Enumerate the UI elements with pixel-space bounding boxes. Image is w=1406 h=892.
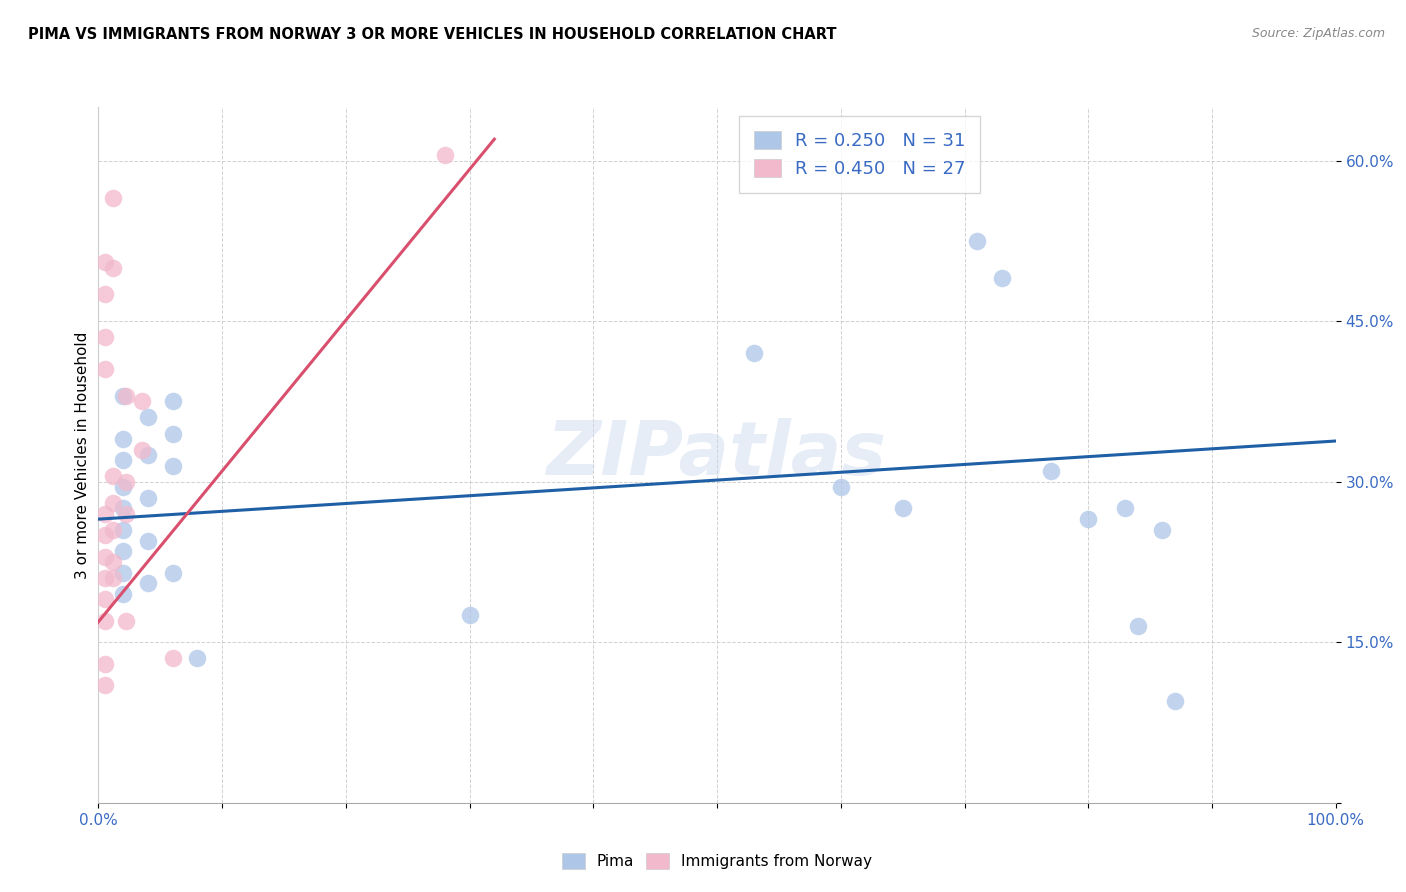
- Point: [112, 432, 135, 446]
- Point: [93, 528, 115, 542]
- Point: [103, 571, 125, 585]
- Text: PIMA VS IMMIGRANTS FROM NORWAY 3 OR MORE VEHICLES IN HOUSEHOLD CORRELATION CHART: PIMA VS IMMIGRANTS FROM NORWAY 3 OR MORE…: [28, 27, 837, 42]
- Point: [830, 480, 852, 494]
- Point: [93, 287, 115, 301]
- Point: [103, 555, 125, 569]
- Point: [990, 271, 1012, 285]
- Point: [103, 191, 125, 205]
- Point: [1077, 512, 1099, 526]
- Point: [162, 426, 184, 441]
- Text: Source: ZipAtlas.com: Source: ZipAtlas.com: [1251, 27, 1385, 40]
- Point: [93, 592, 115, 607]
- Point: [114, 475, 136, 489]
- Point: [93, 678, 115, 692]
- Point: [136, 448, 159, 462]
- Point: [1152, 523, 1174, 537]
- Point: [93, 549, 115, 564]
- Point: [1126, 619, 1149, 633]
- Point: [93, 614, 115, 628]
- Legend: Pima, Immigrants from Norway: Pima, Immigrants from Norway: [555, 847, 879, 875]
- Point: [136, 491, 159, 505]
- Point: [93, 330, 115, 344]
- Point: [1040, 464, 1063, 478]
- Point: [162, 651, 184, 665]
- Point: [458, 608, 481, 623]
- Point: [162, 394, 184, 409]
- Point: [112, 544, 135, 558]
- Point: [93, 255, 115, 269]
- Point: [891, 501, 914, 516]
- Point: [966, 234, 988, 248]
- Point: [93, 571, 115, 585]
- Y-axis label: 3 or more Vehicles in Household: 3 or more Vehicles in Household: [75, 331, 90, 579]
- Point: [112, 501, 135, 516]
- Point: [136, 576, 159, 591]
- Point: [103, 496, 125, 510]
- Point: [131, 442, 153, 457]
- Point: [112, 389, 135, 403]
- Point: [1164, 694, 1187, 708]
- Point: [742, 346, 765, 360]
- Point: [112, 480, 135, 494]
- Point: [114, 614, 136, 628]
- Point: [103, 523, 125, 537]
- Point: [186, 651, 208, 665]
- Point: [433, 148, 456, 162]
- Point: [93, 657, 115, 671]
- Point: [112, 523, 135, 537]
- Point: [162, 566, 184, 580]
- Point: [112, 587, 135, 601]
- Point: [1114, 501, 1136, 516]
- Point: [136, 533, 159, 548]
- Point: [93, 507, 115, 521]
- Point: [136, 410, 159, 425]
- Point: [114, 389, 136, 403]
- Text: ZIPatlas: ZIPatlas: [547, 418, 887, 491]
- Point: [112, 566, 135, 580]
- Point: [162, 458, 184, 473]
- Point: [93, 362, 115, 376]
- Point: [112, 453, 135, 467]
- Point: [103, 260, 125, 275]
- Point: [103, 469, 125, 483]
- Point: [131, 394, 153, 409]
- Point: [114, 507, 136, 521]
